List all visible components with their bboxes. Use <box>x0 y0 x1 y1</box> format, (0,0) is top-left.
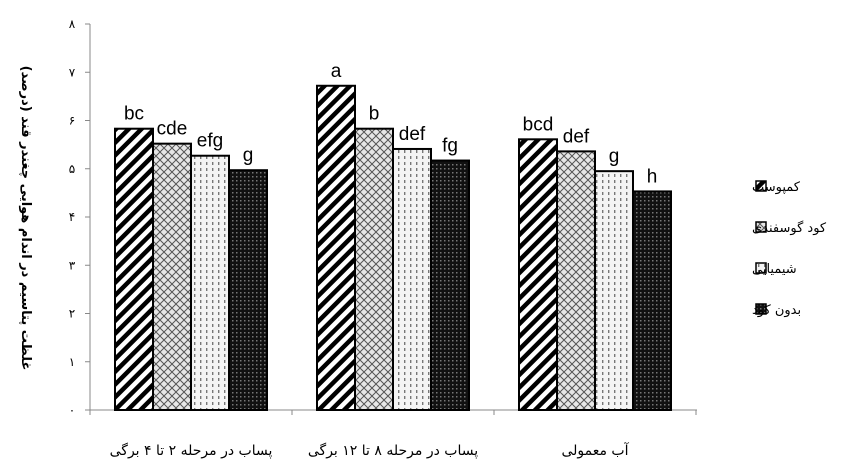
bar <box>114 127 154 411</box>
legend: کمپوست کود گوسفندی شیمیایی بدون کود <box>752 180 827 318</box>
bar <box>632 190 672 411</box>
bar <box>316 84 356 411</box>
legend-label: شیمیایی <box>752 262 797 277</box>
legend-swatch <box>755 262 767 274</box>
significance-letter: def <box>563 126 590 147</box>
significance-letter: g <box>609 146 620 167</box>
category-label: پساب در مرحله ۲ تا ۴ برگی <box>110 442 273 459</box>
legend-swatch <box>755 303 767 315</box>
bar <box>392 147 432 411</box>
y-tick-label: ۶ <box>69 114 75 128</box>
y-tick-label: ۳ <box>69 258 76 272</box>
category-label: آب معمولی <box>561 442 629 459</box>
significance-letter: def <box>399 124 426 145</box>
y-tick-label: ۰ <box>69 403 75 417</box>
legend-label: کود گوسفندی <box>752 220 827 236</box>
bar <box>518 138 558 411</box>
significance-letter: h <box>647 166 658 187</box>
significance-letter: bc <box>124 104 144 125</box>
y-tick-label: ۲ <box>69 307 75 321</box>
bar <box>430 159 470 411</box>
y-axis-label: غلظت پتاسیم در اندام هوایی چغندر قند (در… <box>18 66 33 371</box>
legend-label: کمپوست <box>752 180 801 195</box>
bar <box>594 170 634 411</box>
y-tick-label: ۸ <box>69 17 76 31</box>
category-label: پساب در مرحله ۸ تا ۱۲ برگی <box>308 442 478 459</box>
bar <box>556 150 596 411</box>
bar <box>354 127 394 411</box>
y-tick-label: ۱ <box>69 355 75 369</box>
legend-swatch <box>755 221 767 233</box>
legend-label: بدون کود <box>752 303 801 318</box>
significance-letter: efg <box>197 131 223 152</box>
significance-letter: fg <box>442 136 458 157</box>
bar <box>228 169 268 411</box>
significance-letter: cde <box>157 119 188 140</box>
y-tick-label: ۷ <box>69 65 76 79</box>
significance-letter: g <box>243 145 254 166</box>
y-tick-label: ۵ <box>69 162 75 176</box>
bar <box>190 154 230 411</box>
y-tick-label: ۴ <box>69 210 75 224</box>
significance-letter: bcd <box>523 114 554 135</box>
bar <box>152 142 192 411</box>
significance-letter: a <box>331 61 342 82</box>
significance-letter: b <box>369 104 380 125</box>
legend-swatch <box>755 180 767 192</box>
